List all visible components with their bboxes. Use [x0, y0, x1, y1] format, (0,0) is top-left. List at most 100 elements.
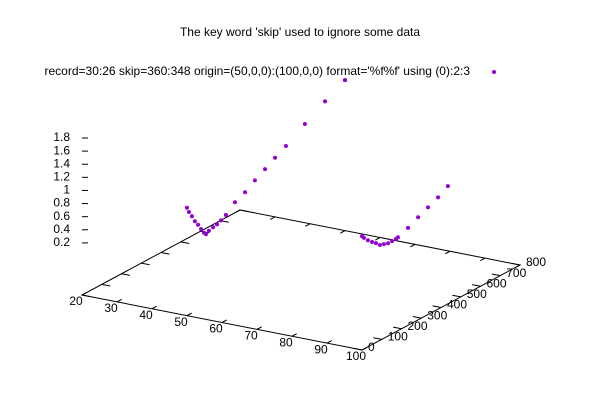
x-tick [270, 216, 276, 220]
x-tick-label: 40 [139, 308, 153, 322]
y-tick-label: 800 [526, 255, 546, 269]
chart-title: The key word 'skip' used to ignore some … [180, 25, 420, 39]
y-tick [452, 294, 461, 298]
y-tick [101, 283, 111, 287]
x-tick [256, 326, 262, 330]
x-tick [375, 237, 381, 241]
y-tick-label: 0 [368, 340, 375, 354]
point [273, 155, 278, 160]
x-tick [515, 264, 521, 268]
point [381, 242, 386, 247]
y-tick [373, 337, 382, 340]
x-tick-label: 60 [209, 322, 223, 336]
point [386, 241, 391, 246]
point [196, 222, 201, 227]
point [185, 205, 189, 210]
point [199, 227, 204, 232]
point [395, 235, 400, 240]
point [361, 235, 366, 240]
z-tick-label: 0.2 [53, 235, 70, 249]
y-tick-label: 100 [388, 330, 408, 344]
z-tick-label: 0.6 [53, 209, 70, 223]
point [203, 232, 208, 237]
x-tick [235, 209, 241, 213]
y-tick [160, 252, 170, 255]
y-tick [432, 305, 442, 308]
x-tick [480, 257, 486, 262]
y-tick-label: 400 [447, 298, 467, 312]
y-tick-label: 600 [487, 276, 507, 290]
x-tick [361, 347, 367, 351]
y-tick [412, 315, 422, 319]
x-tick [340, 230, 346, 234]
y-tick [81, 294, 91, 298]
point [436, 195, 441, 200]
point [302, 122, 307, 127]
point [192, 219, 197, 224]
y-tick-label: 500 [467, 287, 487, 301]
x-tick [305, 223, 311, 227]
x-tick-label: 80 [279, 335, 293, 349]
point [406, 225, 411, 230]
point [243, 190, 248, 195]
y-tick [472, 284, 481, 287]
z-tick-label: 1 [63, 183, 70, 197]
point [223, 213, 228, 218]
point [374, 241, 379, 246]
x-tick [221, 319, 227, 323]
y-tick-label: 700 [506, 266, 526, 280]
z-tick-label: 1.6 [53, 143, 70, 157]
point [252, 178, 257, 183]
point [206, 228, 211, 233]
y-tick [511, 262, 521, 266]
z-tick-label: 0.8 [53, 196, 70, 210]
x-tick [445, 250, 451, 255]
point [416, 215, 421, 220]
x-tick [116, 298, 122, 303]
point [390, 239, 395, 244]
point [283, 144, 288, 149]
point [215, 222, 220, 227]
legend-marker [492, 70, 496, 74]
z-tick-label: 1.8 [53, 130, 70, 144]
x-tick-label: 100 [346, 349, 366, 363]
x-tick-label: 90 [314, 342, 328, 356]
y-tick-label: 300 [427, 308, 447, 322]
x-tick [81, 292, 87, 296]
point [186, 209, 191, 214]
x-tick [410, 243, 416, 248]
point [370, 239, 375, 244]
point [211, 225, 216, 230]
x-tick [151, 305, 157, 310]
z-tick-label: 1.2 [53, 170, 70, 184]
legend-label: record=30:26 skip=360:348 origin=(50,0,0… [45, 64, 471, 78]
point [323, 99, 328, 104]
point [218, 218, 223, 223]
point [189, 214, 194, 219]
z-tick-label: 1.4 [53, 156, 70, 170]
point [343, 78, 347, 83]
x-tick [291, 333, 297, 337]
point [232, 200, 237, 205]
y-tick-label: 200 [408, 319, 428, 333]
x-tick-label: 50 [174, 315, 188, 329]
y-tick [491, 273, 501, 277]
y-tick [393, 326, 402, 330]
y-tick [180, 241, 190, 245]
y-tick [121, 273, 130, 276]
x-tick [186, 312, 192, 317]
y-tick [353, 347, 363, 351]
x-tick [326, 340, 332, 344]
point [425, 205, 430, 210]
point [263, 167, 268, 172]
point [445, 184, 450, 189]
z-tick-label: 0.4 [53, 222, 70, 236]
point [365, 238, 370, 243]
x-tick-label: 70 [244, 329, 258, 343]
point [377, 242, 382, 247]
y-tick [141, 262, 150, 266]
x-tick-label: 30 [104, 301, 118, 315]
y-tick [239, 209, 249, 213]
x-tick-label: 20 [69, 294, 83, 308]
